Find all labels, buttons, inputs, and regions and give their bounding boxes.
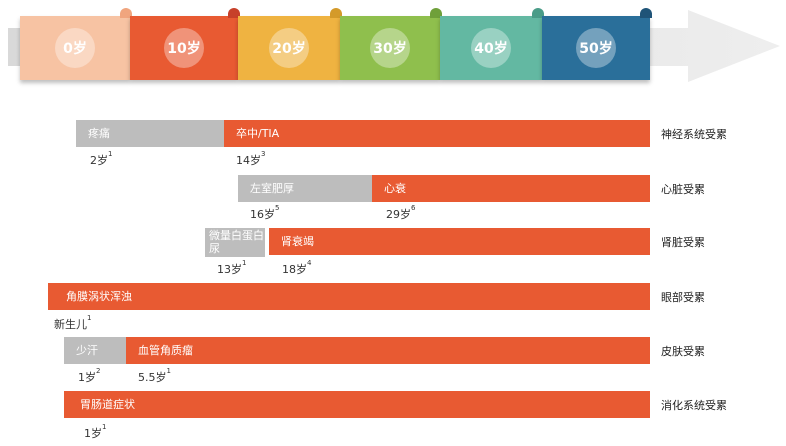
age-label: 10岁: [164, 28, 204, 68]
bar-hypohidrosis: 少汗: [64, 337, 126, 364]
onset-age: 13岁1: [217, 259, 247, 276]
onset-age: 2岁1: [90, 150, 113, 167]
bar-stroke-tia: 卒中/TIA: [224, 120, 650, 147]
organ-label: 神经系统受累: [661, 128, 727, 141]
age-segment-40: 40岁: [440, 8, 544, 80]
onset-age: 新生儿1: [54, 314, 92, 331]
organ-label: 心脏受累: [661, 183, 705, 196]
age-tab: [120, 8, 132, 18]
bar-lvh: 左室肥厚: [238, 175, 372, 202]
bar-cornea-verticillata: 角膜涡状浑浊: [48, 283, 650, 310]
bar-heart-failure: 心衰: [372, 175, 650, 202]
bar-gi-symptoms: 胃肠道症状: [64, 391, 650, 418]
bar-microalbuminuria: 微量白蛋白尿: [205, 228, 265, 257]
onset-age: 1岁1: [84, 423, 107, 440]
age-segment-10: 10岁: [130, 8, 240, 80]
age-label: 30岁: [370, 28, 410, 68]
age-label: 40岁: [471, 28, 511, 68]
onset-age: 18岁4: [282, 259, 312, 276]
age-tab: [430, 8, 442, 18]
age-segment-30: 30岁: [340, 8, 442, 80]
organ-label: 皮肤受累: [661, 345, 705, 358]
onset-age: 16岁5: [250, 204, 280, 221]
age-tab: [640, 8, 652, 18]
age-label: 0岁: [55, 28, 95, 68]
age-segment-50: 50岁: [542, 8, 652, 80]
age-label: 20岁: [269, 28, 309, 68]
bar-angiokeratoma: 血管角质瘤: [126, 337, 650, 364]
onset-age: 14岁3: [236, 150, 266, 167]
age-tab: [228, 8, 240, 18]
age-tab: [532, 8, 544, 18]
organ-label: 消化系统受累: [661, 399, 727, 412]
organ-label: 肾脏受累: [661, 236, 705, 249]
age-label: 50岁: [576, 28, 616, 68]
age-segment-0: 0岁: [20, 8, 132, 80]
age-segment-20: 20岁: [238, 8, 342, 80]
bar-pain: 疼痛: [76, 120, 224, 147]
age-tab: [330, 8, 342, 18]
organ-label: 眼部受累: [661, 291, 705, 304]
onset-age: 29岁6: [386, 204, 416, 221]
onset-age: 1岁2: [78, 367, 101, 384]
bar-renal-failure: 肾衰竭: [269, 228, 650, 255]
onset-age: 5.5岁1: [138, 367, 171, 384]
